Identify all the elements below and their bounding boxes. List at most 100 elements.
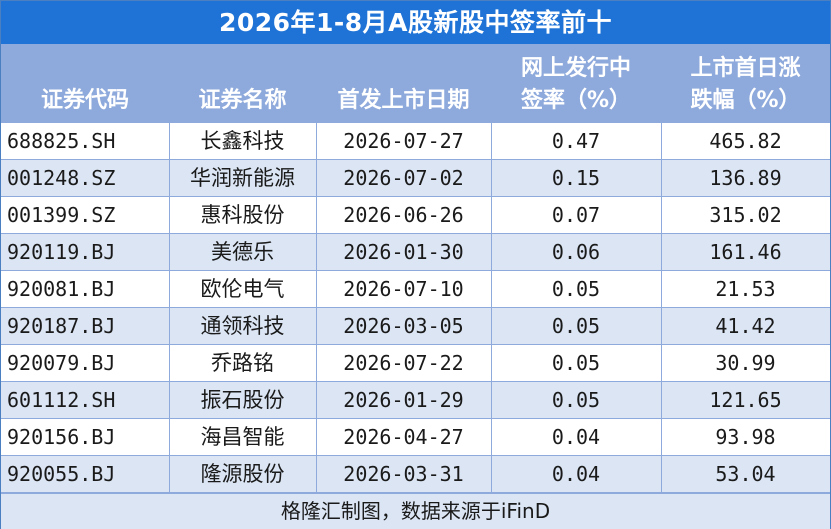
cell-date: 2026-01-30 <box>343 240 464 264</box>
cell-rate: 0.04 <box>551 462 601 486</box>
cell-gain: 53.04 <box>715 462 776 486</box>
column-divider <box>661 345 662 381</box>
cell-date: 2026-03-31 <box>343 462 464 486</box>
column-divider <box>169 271 170 307</box>
column-divider <box>491 419 492 455</box>
cell-date: 2026-03-05 <box>343 314 464 338</box>
table-row: 001399.SZ 惠科股份 2026-06-26 0.07 315.02 <box>1 197 830 234</box>
column-divider <box>491 345 492 381</box>
cell-code: 920081.BJ <box>7 277 116 301</box>
table-row: 920119.BJ 美德乐 2026-01-30 0.06 161.46 <box>1 234 830 271</box>
column-divider <box>316 456 317 492</box>
cell-rate: 0.47 <box>551 129 601 153</box>
cell-gain: 93.98 <box>715 425 776 449</box>
cell-name: 振石股份 <box>200 388 285 412</box>
header-rate-line2: 签率（%） <box>520 88 632 113</box>
cell-name: 华润新能源 <box>190 166 295 190</box>
cell-rate: 0.05 <box>551 351 601 375</box>
column-divider <box>316 160 317 196</box>
column-divider <box>661 271 662 307</box>
cell-date: 2026-07-27 <box>343 129 464 153</box>
cell-gain: 315.02 <box>709 203 782 227</box>
cell-code: 601112.SH <box>7 388 116 412</box>
table-row: 001248.SZ 华润新能源 2026-07-02 0.15 136.89 <box>1 160 830 197</box>
cell-rate: 0.15 <box>551 166 601 190</box>
column-divider <box>316 419 317 455</box>
cell-date: 2026-01-29 <box>343 388 464 412</box>
column-divider <box>169 345 170 381</box>
column-divider <box>316 234 317 270</box>
column-divider <box>169 123 170 159</box>
header-date: 首发上市日期 <box>337 88 470 113</box>
cell-date: 2026-04-27 <box>343 425 464 449</box>
column-divider <box>491 123 492 159</box>
cell-code: 001399.SZ <box>7 203 116 227</box>
table-row: 601112.SH 振石股份 2026-01-29 0.05 121.65 <box>1 382 830 419</box>
cell-code: 920079.BJ <box>7 351 116 375</box>
table-row: 920055.BJ 隆源股份 2026-03-31 0.04 53.04 <box>1 456 830 493</box>
cell-code: 920187.BJ <box>7 314 116 338</box>
table-title: 2026年1-8月A股新股中签率前十 <box>1 1 830 44</box>
cell-rate: 0.07 <box>551 203 601 227</box>
column-divider <box>316 345 317 381</box>
cell-gain: 30.99 <box>715 351 776 375</box>
column-divider <box>491 160 492 196</box>
column-divider <box>661 308 662 344</box>
column-divider <box>316 308 317 344</box>
cell-rate: 0.04 <box>551 425 601 449</box>
table-row: 688825.SH 长鑫科技 2026-07-27 0.47 465.82 <box>1 123 830 160</box>
cell-gain: 136.89 <box>709 166 782 190</box>
column-divider <box>316 382 317 418</box>
header-code: 证券代码 <box>40 88 129 113</box>
column-divider <box>661 197 662 233</box>
table-row: 920187.BJ 通领科技 2026-03-05 0.05 41.42 <box>1 308 830 345</box>
table-header: 证券代码 证券名称 首发上市日期 网上发行中 签率（%） 上市首日涨 跌幅（%） <box>1 44 830 123</box>
cell-rate: 0.05 <box>551 314 601 338</box>
cell-name: 海昌智能 <box>200 425 285 449</box>
header-name: 证券名称 <box>198 88 287 113</box>
column-divider <box>661 123 662 159</box>
cell-name: 隆源股份 <box>200 462 285 486</box>
cell-gain: 21.53 <box>715 277 776 301</box>
cell-code: 920156.BJ <box>7 425 116 449</box>
cell-rate: 0.06 <box>551 240 601 264</box>
cell-rate: 0.05 <box>551 388 601 412</box>
cell-code: 001248.SZ <box>7 166 116 190</box>
cell-code: 920055.BJ <box>7 462 116 486</box>
cell-code: 688825.SH <box>7 129 116 153</box>
cell-name: 美德乐 <box>211 240 274 264</box>
header-gain-line1: 上市首日涨 <box>690 56 801 81</box>
table-row: 920079.BJ 乔路铭 2026-07-22 0.05 30.99 <box>1 345 830 382</box>
column-divider <box>169 197 170 233</box>
cell-rate: 0.05 <box>551 277 601 301</box>
column-divider <box>169 160 170 196</box>
cell-gain: 465.82 <box>709 129 782 153</box>
cell-date: 2026-07-10 <box>343 277 464 301</box>
source-note: 格隆汇制图，数据来源于iFinD <box>1 493 830 529</box>
column-divider <box>661 419 662 455</box>
table-row: 920081.BJ 欧伦电气 2026-07-10 0.05 21.53 <box>1 271 830 308</box>
cell-gain: 41.42 <box>715 314 776 338</box>
cell-gain: 121.65 <box>709 388 782 412</box>
column-divider <box>661 456 662 492</box>
column-divider <box>316 271 317 307</box>
column-divider <box>661 382 662 418</box>
column-divider <box>169 419 170 455</box>
column-divider <box>491 382 492 418</box>
cell-name: 惠科股份 <box>200 203 285 227</box>
column-divider <box>491 271 492 307</box>
column-divider <box>661 234 662 270</box>
header-rate-line1: 网上发行中 <box>520 56 631 81</box>
cell-date: 2026-07-22 <box>343 351 464 375</box>
column-divider <box>316 123 317 159</box>
column-divider <box>169 308 170 344</box>
column-divider <box>169 234 170 270</box>
header-gain-line2: 跌幅（%） <box>690 88 801 113</box>
cell-date: 2026-06-26 <box>343 203 464 227</box>
header-gain: 上市首日涨 跌幅（%） <box>661 53 830 117</box>
column-divider <box>491 456 492 492</box>
column-divider <box>661 160 662 196</box>
cell-name: 长鑫科技 <box>200 129 285 153</box>
header-rate: 网上发行中 签率（%） <box>491 53 661 117</box>
